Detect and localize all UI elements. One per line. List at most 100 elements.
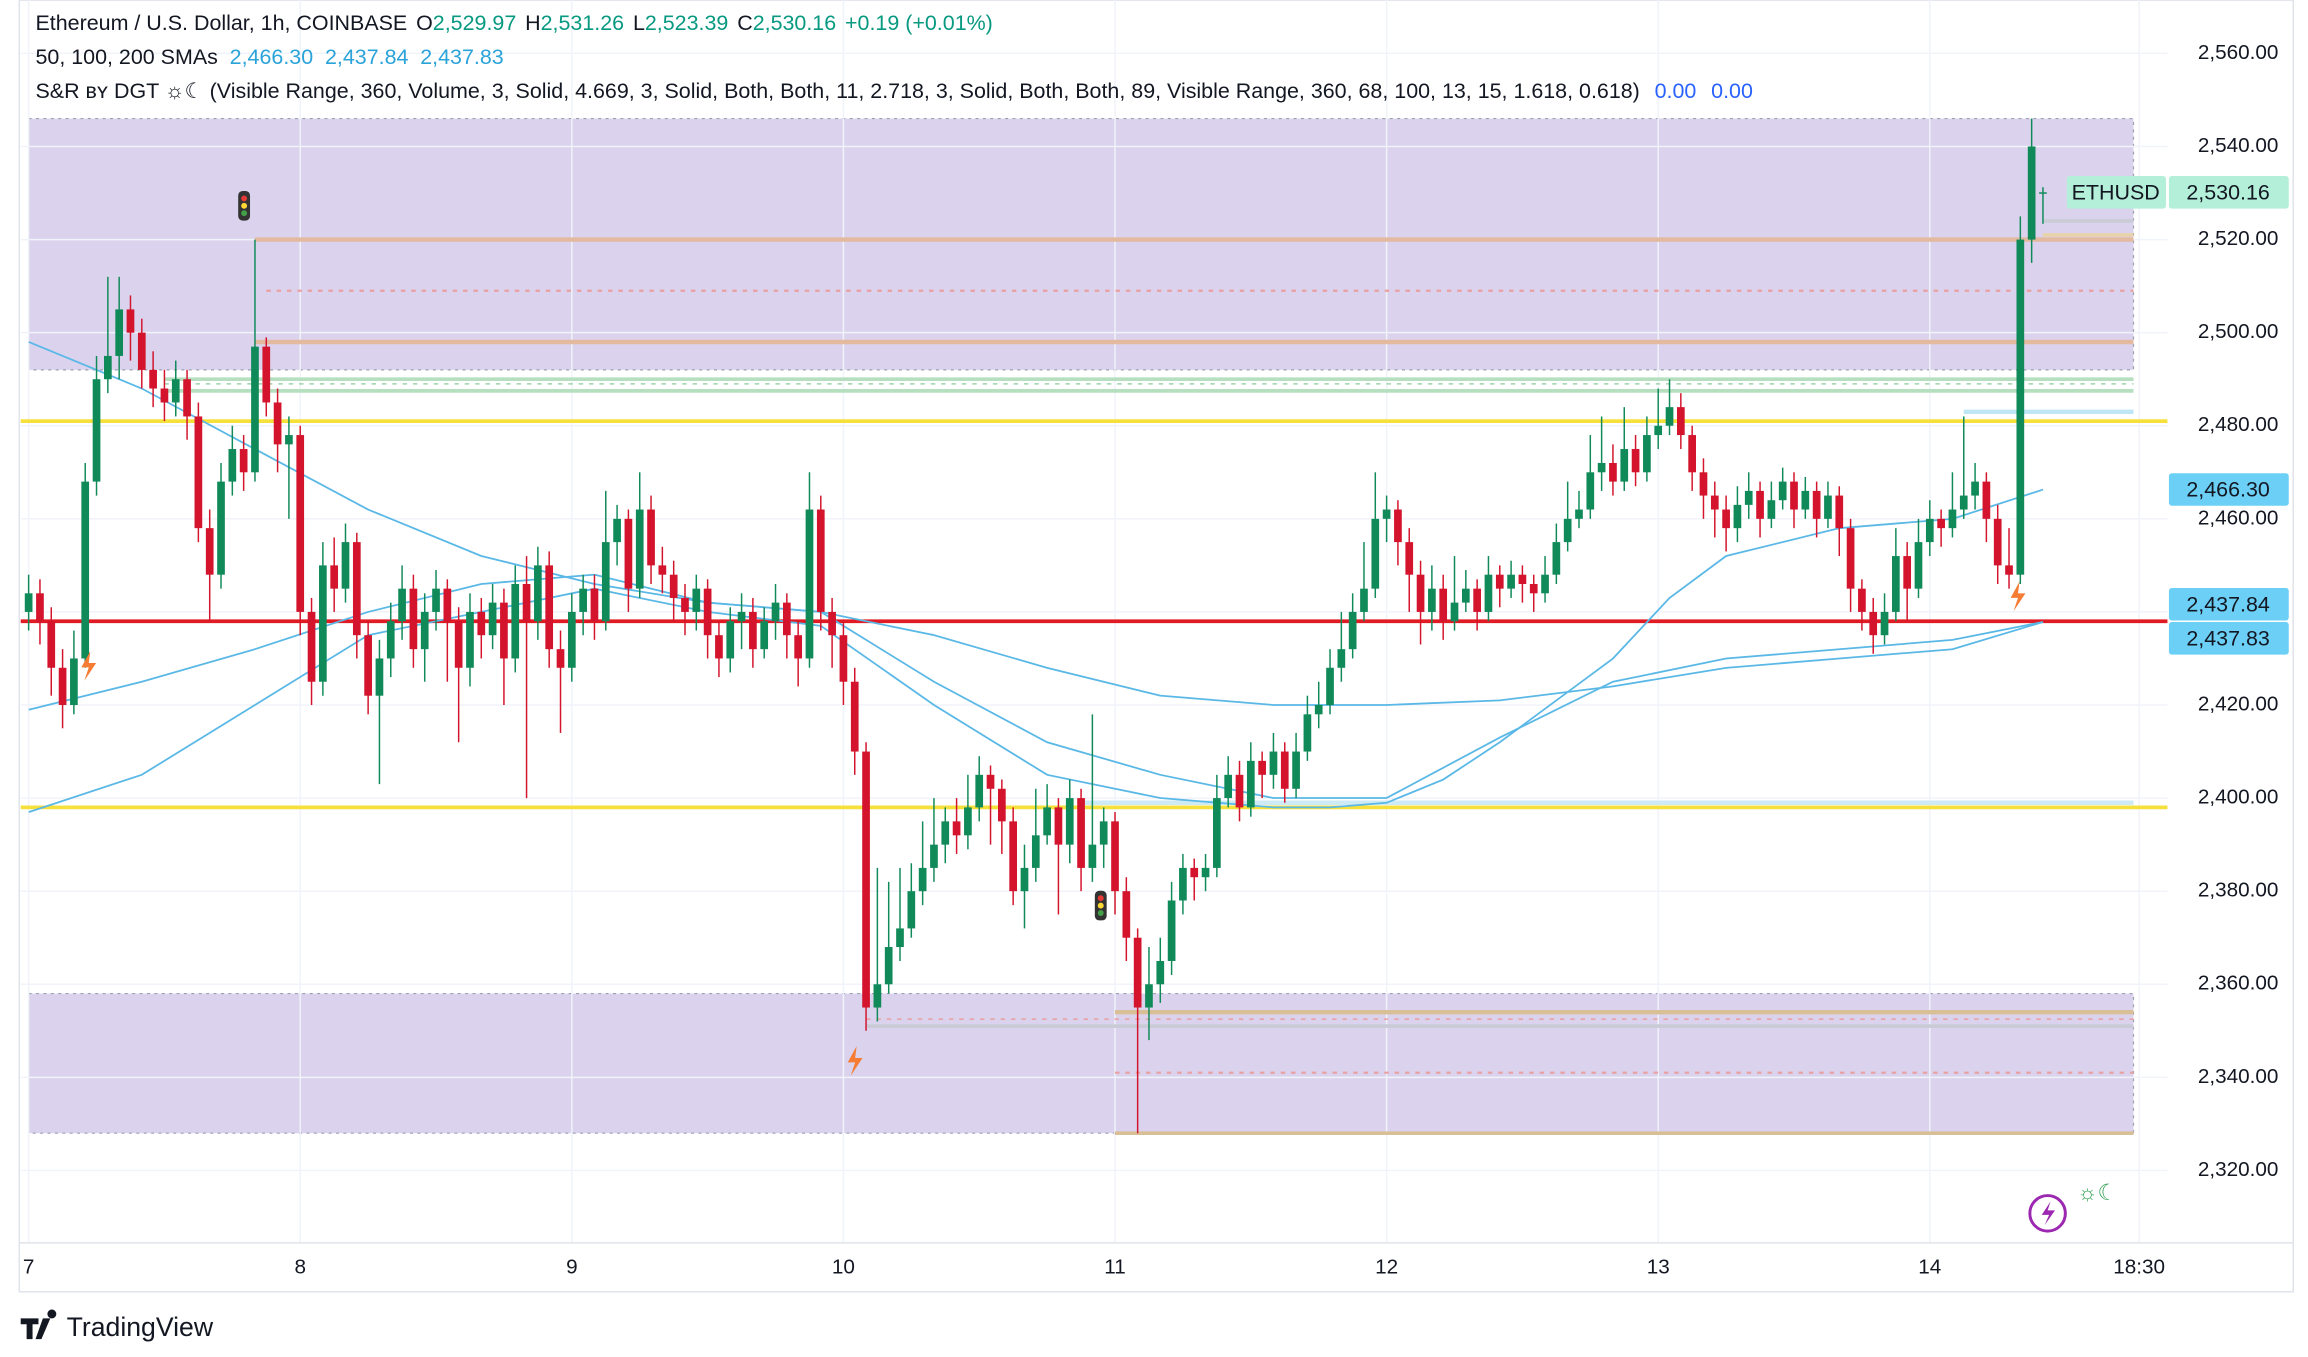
change-value: +0.19 (+0.01%): [845, 10, 993, 34]
indicator-value: 0.00: [1711, 79, 1753, 103]
candle-body: [1835, 495, 1844, 529]
indicator-icon: ☼☾: [2077, 1180, 2117, 1205]
candle-body: [2039, 192, 2047, 194]
traffic-light-icon: [1094, 890, 1107, 921]
candle-body: [1280, 751, 1289, 789]
candle-body: [658, 565, 667, 575]
lightning-icon: [847, 1046, 863, 1076]
brand: TradingView: [20, 1309, 214, 1342]
candle-body: [2016, 239, 2025, 575]
y-tick-label: 2,500.00: [2198, 320, 2279, 343]
y-tick-label: 2,400.00: [2198, 786, 2279, 809]
candle-body: [1609, 462, 1617, 482]
candle-body: [1971, 481, 1979, 496]
candle-body: [1699, 472, 1708, 496]
candle-body: [126, 309, 135, 333]
candle-body: [703, 588, 712, 636]
alert-icon-bolt: [2041, 1201, 2056, 1226]
y-tick-label: 2,460.00: [2198, 506, 2279, 529]
candle-body: [36, 593, 44, 622]
candle-body: [805, 509, 814, 659]
candle-body: [1428, 588, 1436, 612]
candle-body: [545, 565, 554, 650]
candle-body: [1541, 574, 1549, 594]
candle-body: [1122, 891, 1131, 938]
candle-body: [1065, 798, 1074, 845]
candle-body: [239, 449, 248, 473]
candle-body: [1099, 821, 1108, 845]
candle-body: [1190, 867, 1199, 878]
x-tick-label: 14: [1918, 1256, 1941, 1279]
candle-body: [1812, 490, 1821, 519]
candle-body: [715, 635, 723, 659]
ohlc-value: 2,523.39: [645, 10, 728, 34]
price-tag: [2168, 622, 2289, 655]
candle-body: [115, 309, 124, 356]
candle-body: [1892, 556, 1900, 612]
candle-body: [160, 388, 169, 403]
candle-body: [352, 542, 361, 636]
price-tag-label: 2,437.83: [2186, 626, 2269, 650]
ohlc-key: L: [633, 10, 645, 34]
candle-body: [975, 774, 984, 808]
alert-icon[interactable]: [2028, 1194, 2067, 1233]
candle-body: [1959, 495, 1968, 510]
candle-body: [1586, 472, 1595, 510]
candle-body: [81, 481, 90, 659]
candle-body: [726, 621, 735, 659]
candle-body: [477, 611, 486, 636]
y-tick-label: 2,480.00: [2198, 413, 2279, 436]
candle-body: [386, 621, 395, 659]
candle-body: [1620, 449, 1629, 482]
candle-body: [171, 379, 180, 403]
sma-line: [28, 573, 2044, 799]
candle-body: [1643, 435, 1651, 473]
candle-body: [262, 346, 271, 403]
candle-body: [1733, 504, 1742, 529]
candle-body: [2005, 565, 2013, 575]
candle-body: [1439, 588, 1448, 622]
candle-body: [205, 528, 214, 575]
ohlc-key: O: [416, 10, 433, 34]
candle-body: [1235, 774, 1244, 808]
candle-body: [692, 588, 701, 612]
candle-body: [511, 583, 520, 659]
candle-body: [1665, 407, 1674, 426]
candle-body: [601, 542, 610, 622]
candle-body: [1654, 425, 1663, 436]
candle-body: [1495, 574, 1504, 589]
candle-body: [420, 611, 429, 650]
candle-body: [1201, 867, 1210, 878]
candle-body: [1473, 588, 1481, 612]
candle-body: [500, 602, 508, 659]
candle-body: [850, 681, 859, 752]
candle-body: [1563, 518, 1572, 543]
candle-body: [1880, 611, 1889, 636]
candle-body: [1778, 481, 1787, 501]
candle-body: [70, 658, 78, 706]
price-tag-label: 2,437.84: [2186, 592, 2270, 616]
candle-body: [1077, 798, 1085, 868]
candle-body: [1688, 435, 1697, 473]
candle-body: [1518, 574, 1527, 584]
candle-body: [1993, 518, 2002, 566]
sma-value: 2,466.30: [230, 45, 314, 69]
sma-title: 50, 100, 200 SMAs: [36, 45, 218, 69]
icons: ☼☾: [81, 191, 2117, 1233]
indicator-value: 0.00: [1655, 79, 1697, 103]
candle-body: [1179, 867, 1187, 901]
candle-body: [1937, 518, 1945, 529]
candle-body: [884, 947, 893, 985]
candle-body: [907, 891, 916, 929]
legend-line: S&R ʙʏ DGT ☼☾ (Visible Range, 360, Volum…: [36, 79, 1753, 103]
ohlc-key: H: [525, 10, 540, 34]
candle-body: [567, 611, 576, 668]
candle-body: [681, 597, 689, 612]
candle-body: [794, 635, 803, 659]
y-tick-label: 2,520.00: [2198, 227, 2279, 250]
candle-body: [998, 788, 1006, 822]
candle-body: [1801, 490, 1810, 510]
candle-body: [47, 621, 56, 668]
candle-body: [1314, 705, 1323, 715]
